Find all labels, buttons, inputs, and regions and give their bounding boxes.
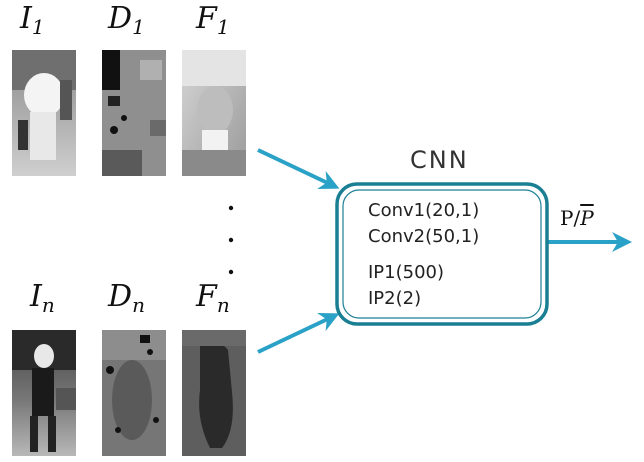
label-fn: Fn xyxy=(196,279,230,317)
output-label: P/P xyxy=(560,206,594,230)
label-fn-sub: n xyxy=(216,293,230,317)
image-d1 xyxy=(102,50,166,176)
cnn-layer-ip1: IP1(500) xyxy=(368,262,445,283)
cnn-box xyxy=(335,182,549,326)
label-in-sub: n xyxy=(41,293,55,317)
label-f1-sub: 1 xyxy=(216,15,230,39)
cnn-title: CNN xyxy=(410,146,469,174)
label-i1-sub: 1 xyxy=(31,15,45,39)
label-d1-sub: 1 xyxy=(132,15,145,39)
ellipsis-dot xyxy=(228,269,234,275)
label-dn-main: D xyxy=(108,279,133,314)
image-fn xyxy=(182,330,246,456)
label-in: In xyxy=(30,279,55,317)
label-f1-main: F xyxy=(196,1,217,36)
label-fn-main: F xyxy=(196,279,217,314)
label-d1-main: D xyxy=(108,1,133,36)
output-label-p: P/ xyxy=(560,206,581,230)
image-dn xyxy=(102,330,166,456)
ellipsis-dot xyxy=(228,237,234,243)
output-label-pbar: P xyxy=(580,206,594,230)
cnn-layer-ip2: IP2(2) xyxy=(368,288,422,309)
cnn-layer-conv2: Conv2(50,1) xyxy=(368,226,480,247)
ellipsis-dot xyxy=(228,205,234,211)
label-f1: F1 xyxy=(196,1,230,39)
label-dn-sub: n xyxy=(132,293,145,317)
label-in-main: I xyxy=(30,279,42,314)
cnn-layer-conv1: Conv1(20,1) xyxy=(368,200,480,221)
image-in xyxy=(12,330,76,456)
image-i1 xyxy=(12,50,76,176)
cnn-box-inner-border xyxy=(342,189,542,319)
label-d1: D1 xyxy=(108,1,145,39)
image-f1 xyxy=(182,50,246,176)
label-dn: Dn xyxy=(108,279,145,317)
label-i1: I1 xyxy=(20,1,45,39)
arrow-row1-to-cnn xyxy=(257,148,340,190)
label-i1-main: I xyxy=(20,1,32,36)
arrow-rown-to-cnn xyxy=(257,312,340,354)
